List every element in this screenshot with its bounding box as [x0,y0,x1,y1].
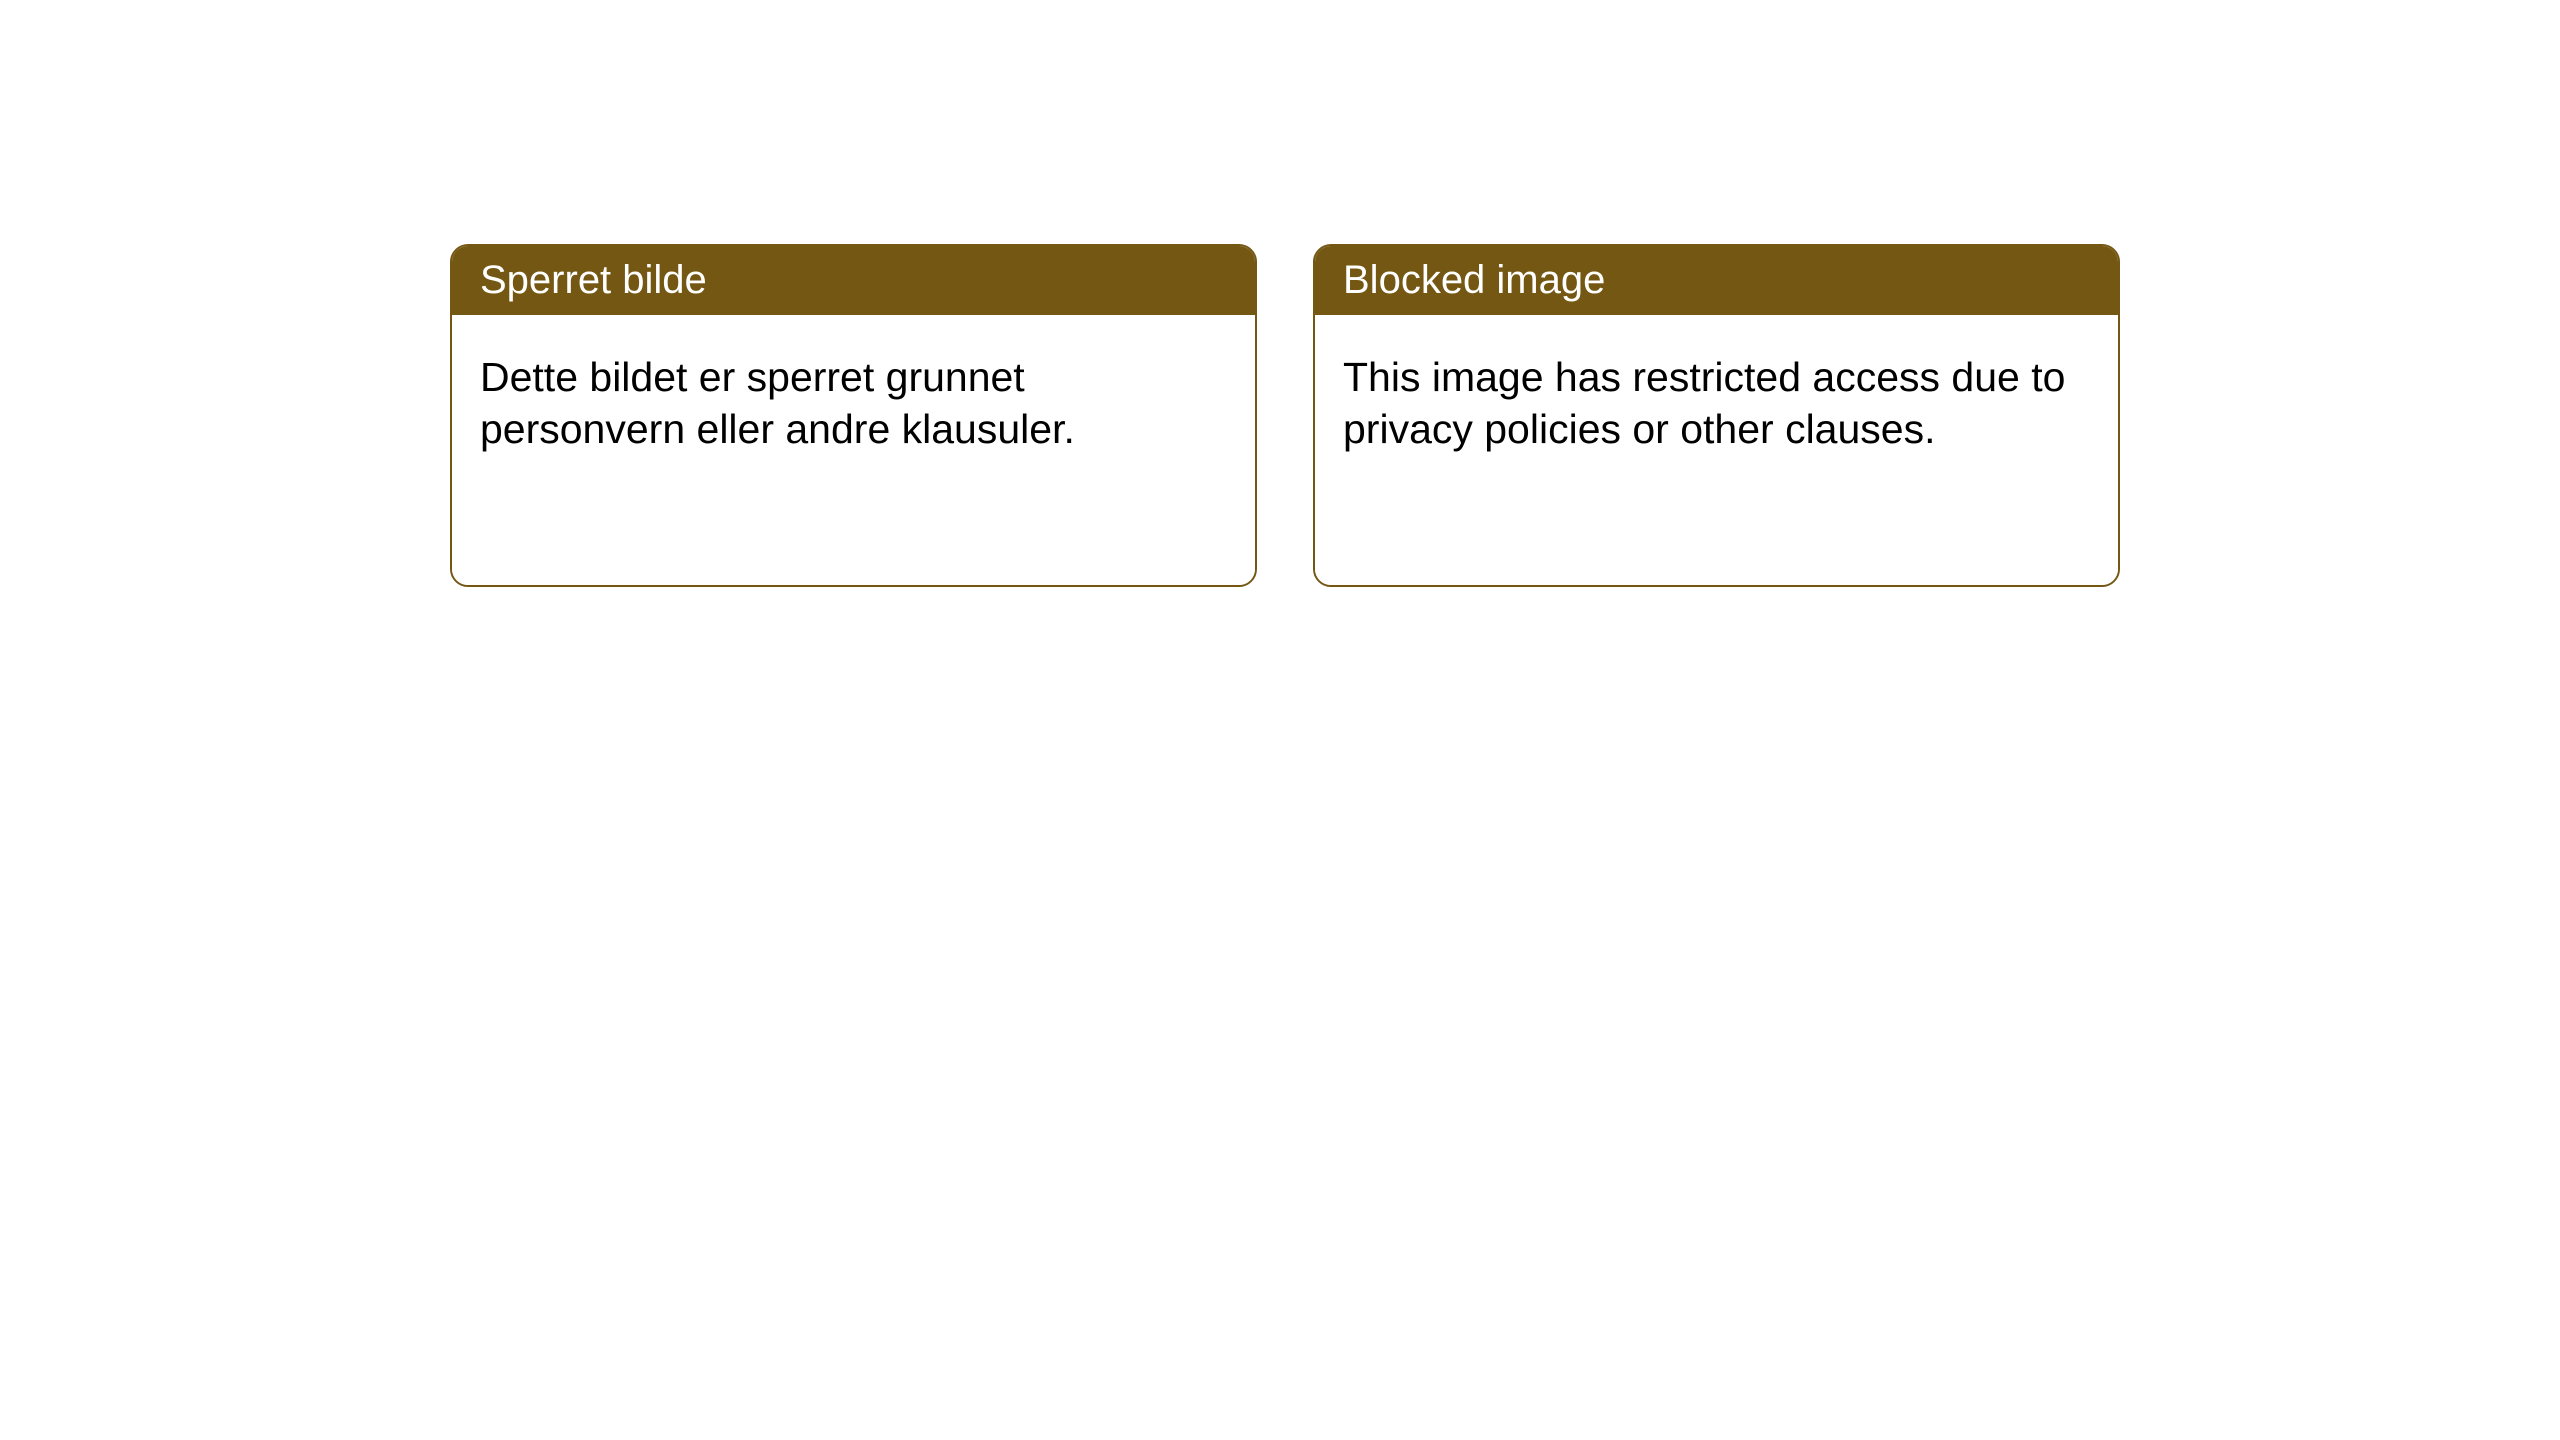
card-message: This image has restricted access due to … [1343,354,2065,452]
notice-card-norwegian: Sperret bilde Dette bildet er sperret gr… [450,244,1257,587]
card-body: This image has restricted access due to … [1315,315,2118,585]
notice-container: Sperret bilde Dette bildet er sperret gr… [450,244,2120,587]
card-body: Dette bildet er sperret grunnet personve… [452,315,1255,585]
card-title: Sperret bilde [480,258,707,302]
notice-card-english: Blocked image This image has restricted … [1313,244,2120,587]
card-title: Blocked image [1343,258,1605,302]
card-header: Sperret bilde [452,246,1255,315]
card-message: Dette bildet er sperret grunnet personve… [480,354,1075,452]
card-header: Blocked image [1315,246,2118,315]
